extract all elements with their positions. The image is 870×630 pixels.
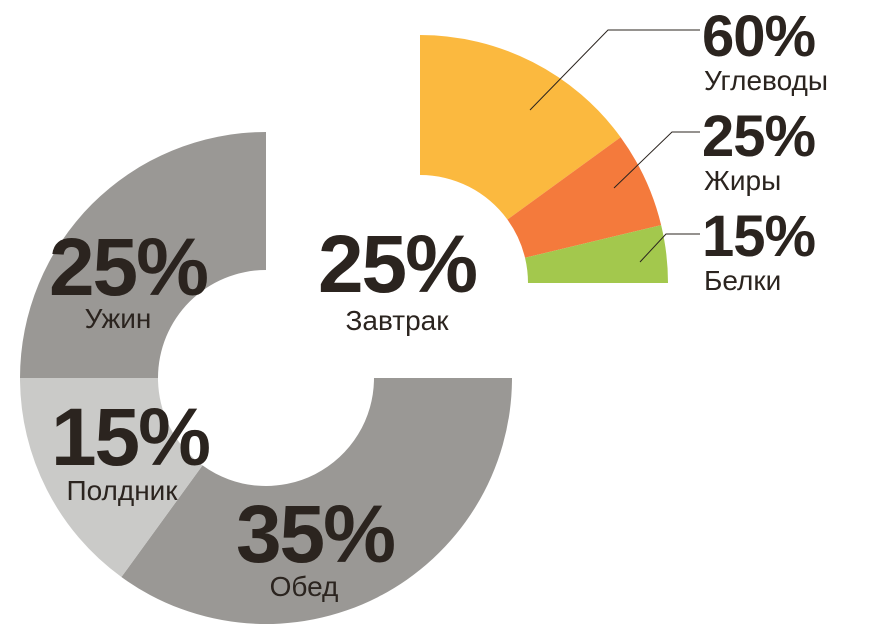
nutrient-category-label-fats: Жиры — [704, 165, 781, 196]
donut-slice-breakfast — [266, 132, 512, 378]
quarter-slice-fats — [507, 137, 662, 258]
nutrient-value-label-fats: 25% — [702, 104, 816, 169]
leader-line-fats — [613, 131, 700, 189]
quarter-slice-carbs — [420, 35, 621, 220]
donut-slice-dinner — [20, 132, 266, 378]
donut-slice-snack — [20, 378, 203, 578]
donut-value-label-dinner: 25% — [49, 222, 207, 313]
donut-category-label-dinner: Ужин — [85, 303, 152, 334]
donut-value-label-snack: 15% — [51, 392, 209, 483]
leader-line-protein — [639, 233, 700, 263]
donut-value-label-breakfast: 25% — [318, 219, 476, 310]
leader-line-carbs — [529, 29, 700, 111]
nutrient-value-label-protein: 15% — [702, 204, 816, 269]
donut-category-label-lunch: Обед — [270, 571, 339, 602]
nutrients-quarter-chart — [420, 35, 668, 283]
meals-donut-chart — [20, 132, 512, 624]
quarter-slice-protein — [525, 225, 668, 283]
nutrient-category-label-carbs: Углеводы — [704, 65, 828, 96]
donut-category-label-breakfast: Завтрак — [346, 305, 450, 336]
nutrients-leader-lines — [529, 29, 700, 263]
donut-category-label-snack: Полдник — [66, 475, 178, 506]
nutrient-category-label-protein: Белки — [704, 265, 781, 296]
nutrient-value-label-carbs: 60% — [702, 4, 816, 69]
donut-slice-lunch — [121, 378, 512, 624]
donut-value-label-lunch: 35% — [236, 489, 394, 580]
